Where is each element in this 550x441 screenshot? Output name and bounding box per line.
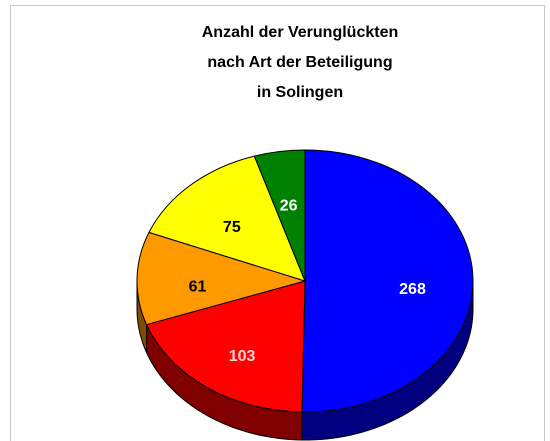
chart-title: nach Art der Beteiligung [207,54,392,71]
data-label: 26 [280,197,298,214]
data-label: 103 [229,348,256,365]
chart-title: Anzahl der Verunglückten [202,24,398,41]
data-label: 75 [223,219,241,236]
pie-slice [301,149,474,413]
chart-title: in Solingen [257,84,343,101]
pie-slice [253,149,306,282]
data-label: 268 [399,281,426,298]
pie-slice [136,231,307,326]
data-label: 61 [189,278,207,295]
pie-slice [148,155,306,282]
